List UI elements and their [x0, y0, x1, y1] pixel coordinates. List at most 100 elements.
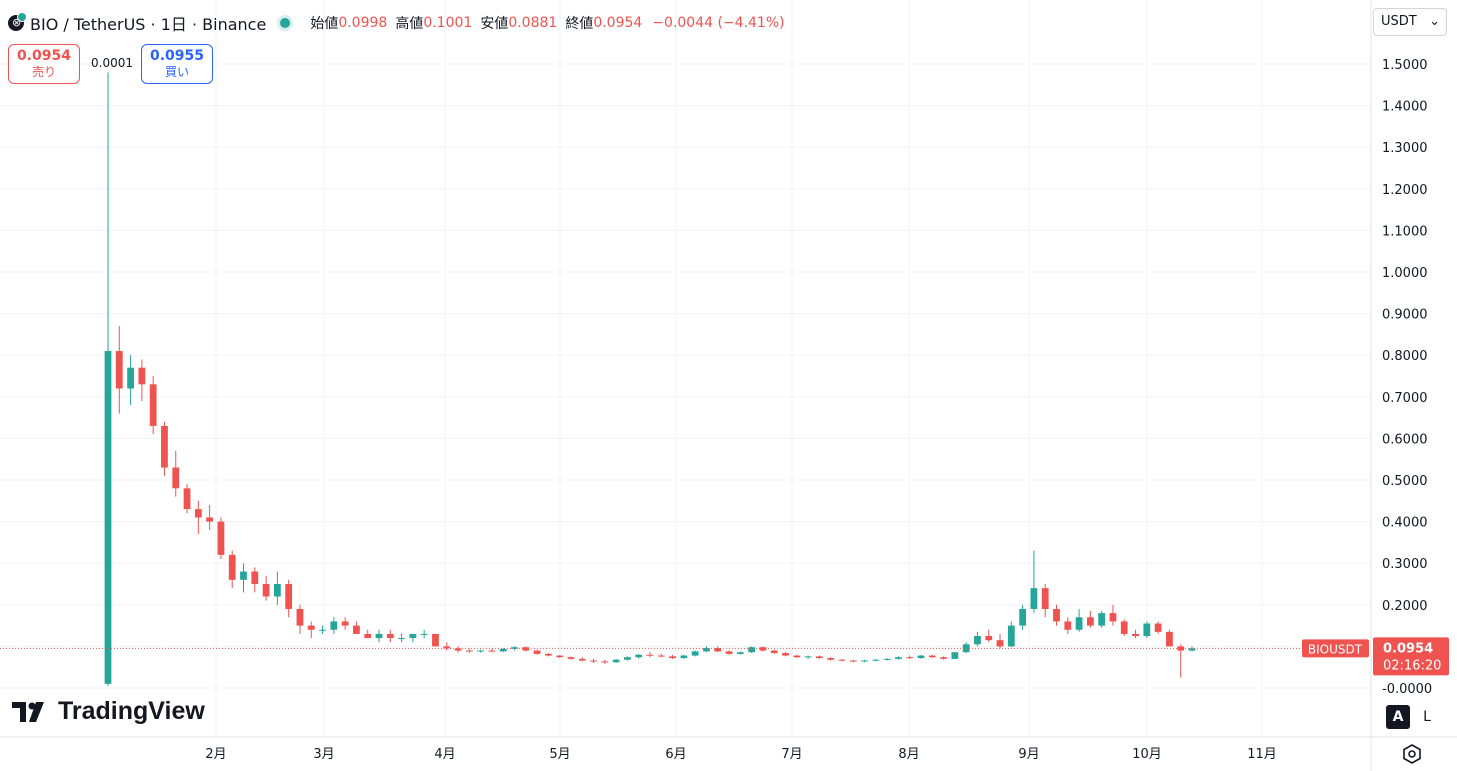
log-scale-button[interactable]: L: [1423, 709, 1431, 725]
candle-body: [951, 652, 959, 659]
candle-body: [624, 657, 631, 660]
sell-price: 0.0954: [16, 48, 72, 64]
y-tick-label: 0.2000: [1382, 599, 1428, 614]
buy-price: 0.0955: [149, 48, 205, 64]
candle-body: [635, 654, 643, 658]
candle-body: [815, 656, 823, 659]
candle-body: [974, 636, 981, 645]
candle-body: [1064, 621, 1072, 630]
candle-body: [138, 367, 146, 385]
candle-body: [601, 661, 609, 663]
candle-body: [522, 647, 530, 651]
candle-body: [895, 657, 902, 659]
candle-body: [1143, 623, 1151, 636]
candle-body: [906, 657, 914, 659]
candle-body: [996, 640, 1004, 647]
candle-body: [115, 351, 123, 389]
y-tick-label: 0.3000: [1382, 557, 1428, 572]
candle-body: [296, 608, 304, 626]
y-tick-label: 0.9000: [1382, 308, 1428, 323]
candle-body: [748, 647, 756, 653]
candle-body: [443, 646, 451, 649]
candle-body: [1007, 625, 1015, 647]
candle-body: [680, 655, 688, 659]
x-tick-label: 4月: [434, 747, 455, 762]
y-tick-label: -0.0000: [1382, 682, 1432, 697]
candle-body: [465, 650, 473, 652]
candle-body: [940, 657, 947, 659]
candle-body: [1109, 613, 1117, 622]
high-value: 0.1001: [423, 15, 473, 31]
candle-body: [793, 655, 801, 658]
candle-body: [1132, 633, 1139, 636]
candle-body: [127, 367, 134, 389]
x-tick-label: 10月: [1132, 747, 1162, 762]
candle-body: [364, 633, 372, 639]
tradingview-logo[interactable]: TradingView: [12, 697, 205, 726]
gear-icon[interactable]: [1401, 743, 1423, 765]
close-label: 終値: [565, 16, 594, 32]
candle-body: [420, 633, 428, 635]
sell-button[interactable]: 0.0954 売り: [8, 44, 80, 84]
candle-body: [872, 659, 880, 661]
market-status-icon[interactable]: [280, 18, 291, 28]
candle-body: [183, 488, 191, 510]
open-label: 始値: [310, 16, 339, 32]
y-tick-label: 1.3000: [1382, 141, 1428, 156]
candle-body: [228, 554, 236, 580]
candle-body: [307, 625, 315, 630]
y-tick-label: 1.5000: [1382, 58, 1428, 73]
candle-body: [398, 638, 405, 640]
y-tick-label: 0.5000: [1382, 474, 1428, 489]
buy-label: 買い: [164, 65, 189, 79]
buy-button[interactable]: 0.0955 買い: [141, 44, 213, 84]
candle-body: [770, 650, 778, 654]
candle-body: [736, 652, 744, 654]
candle-body: [804, 656, 812, 658]
price-tag-countdown: 02:16:20: [1383, 658, 1441, 673]
candle-body: [533, 650, 541, 654]
close-value: 0.0954: [593, 15, 643, 31]
sell-label: 売り: [31, 65, 56, 79]
x-tick-label: 8月: [898, 747, 919, 762]
ohlc-values: 始値 0.0998 高値 0.1001 安値 0.0881 終値 0.0954 …: [302, 13, 784, 33]
x-tick-label: 11月: [1247, 747, 1277, 762]
auto-scale-button[interactable]: A: [1386, 705, 1410, 729]
y-tick-label: 0.6000: [1382, 432, 1428, 447]
candle-body: [1041, 588, 1049, 609]
symbol-title[interactable]: BIO / TetherUS · 1日 · Binance: [30, 15, 267, 34]
x-tick-label: 6月: [665, 747, 686, 762]
candle-body: [251, 571, 259, 584]
candle-body: [1086, 617, 1094, 626]
candle-body: [386, 633, 394, 639]
candle-body: [1188, 648, 1196, 651]
candle-body: [725, 651, 733, 654]
candle-body: [353, 625, 360, 634]
y-tick-label: 0.7000: [1382, 391, 1428, 406]
symbol-tag-bg: [1302, 639, 1369, 658]
candle-body: [161, 425, 168, 468]
candle-body: [691, 651, 699, 656]
low-label: 安値: [480, 16, 509, 32]
candle-body: [714, 648, 722, 652]
candle-body: [511, 647, 518, 649]
candle-body: [217, 521, 225, 555]
candle-body: [1030, 588, 1038, 609]
currency-select[interactable]: USDT ⌄: [1373, 8, 1447, 36]
candle-body: [206, 517, 214, 522]
candle-body: [646, 654, 654, 656]
high-label: 高値: [395, 16, 424, 32]
y-tick-label: 1.4000: [1382, 100, 1428, 115]
candle-body: [928, 655, 936, 658]
candle-body: [985, 636, 993, 641]
candle-body: [454, 648, 462, 651]
chart-legend: ⊗ BIO / TetherUS · 1日 · Binance 始値 0.099…: [8, 10, 785, 36]
candle-body: [861, 660, 868, 662]
candle-body: [262, 584, 270, 597]
candle-body: [330, 621, 338, 630]
candle-body: [375, 633, 383, 639]
candle-body: [590, 660, 597, 662]
candle-body: [544, 653, 552, 656]
candle-body: [172, 467, 180, 489]
